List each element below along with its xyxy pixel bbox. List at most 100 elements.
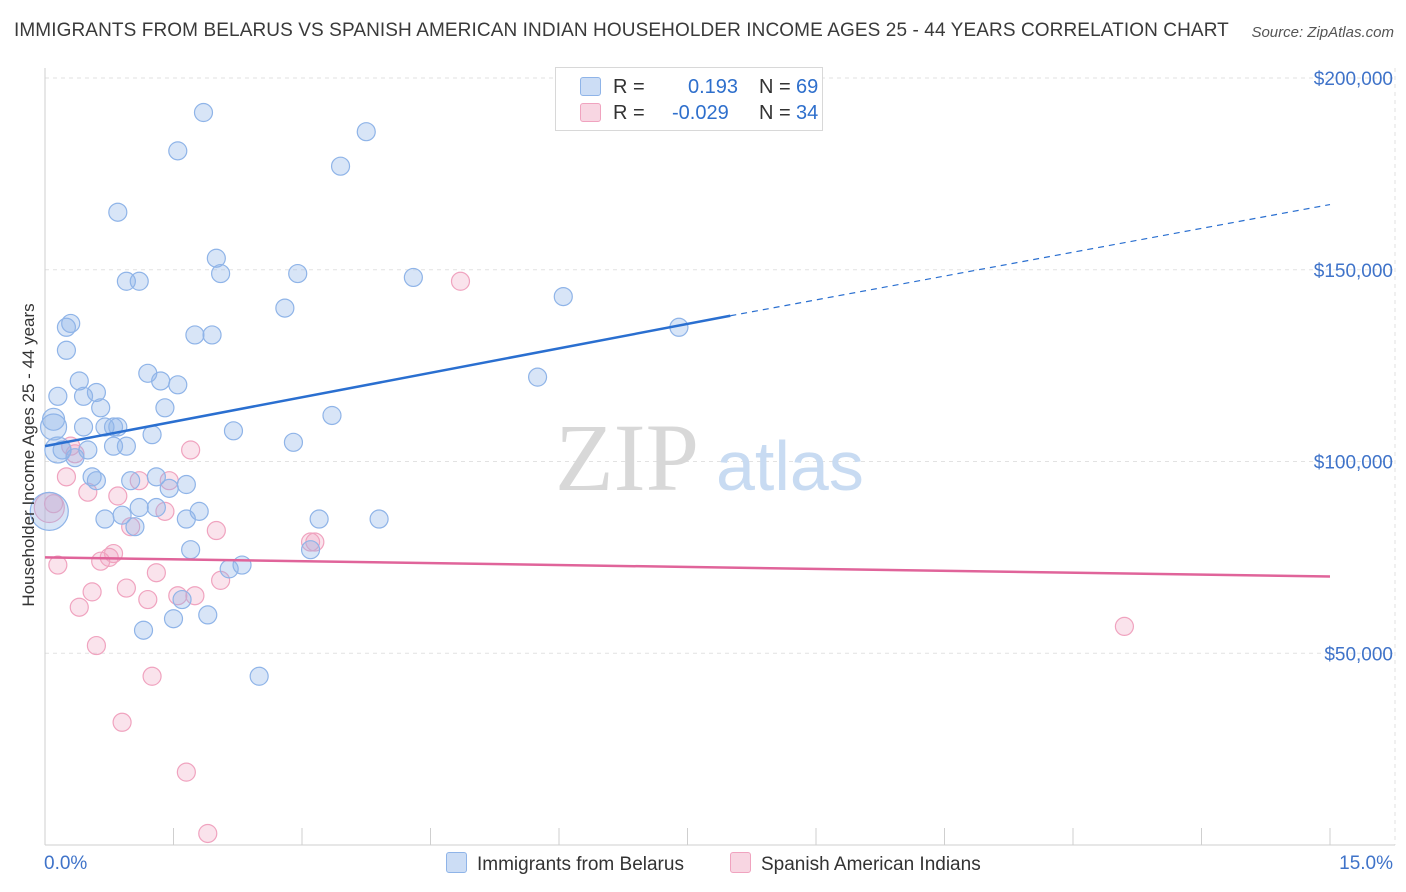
point-belarus [527, 367, 548, 387]
bottom-swatch-pink [730, 852, 751, 873]
point-belarus [309, 509, 329, 529]
point-belarus [283, 432, 304, 452]
watermark: ZIP atlas [555, 404, 864, 511]
point-belarus [129, 271, 149, 291]
point-belarus [73, 386, 94, 406]
point-spanish-american-indian [300, 532, 321, 552]
y-axis-label: Householder Income Ages 25 - 44 years [19, 303, 38, 607]
point-belarus [39, 413, 68, 441]
point-spanish-american-indian [69, 597, 89, 617]
point-belarus [163, 609, 184, 629]
trend-line-belarus [44, 314, 731, 448]
point-belarus [369, 509, 389, 529]
point-belarus [95, 509, 115, 529]
legend-r-value: 0.193 [688, 76, 739, 98]
point-spanish-american-indian [1114, 616, 1135, 637]
legend-swatch-pink [580, 103, 601, 122]
point-spanish-american-indian [103, 543, 124, 564]
point-belarus [78, 440, 98, 460]
trend-lines [44, 203, 1331, 578]
source-credit: Source: ZipAtlas.com [1251, 24, 1394, 41]
point-belarus [129, 497, 149, 518]
point-belarus [172, 589, 192, 610]
trend-line-belarus-extension [730, 203, 1331, 317]
point-spanish-american-indian [450, 271, 471, 291]
point-spanish-american-indian [86, 635, 107, 656]
legend-n-value: 34 [796, 102, 819, 124]
point-spanish-american-indian [108, 486, 128, 506]
watermark-atlas: atlas [716, 427, 864, 505]
point-spanish-american-indian [181, 440, 201, 460]
point-spanish-american-indian [206, 520, 226, 541]
point-belarus [275, 298, 295, 318]
point-belarus [155, 398, 175, 418]
point-belarus [288, 263, 308, 284]
point-belarus [29, 491, 69, 531]
point-belarus [356, 122, 376, 142]
point-belarus [553, 286, 573, 307]
point-belarus [125, 517, 145, 537]
point-belarus [121, 471, 141, 491]
point-belarus [112, 505, 132, 525]
bottom-legend-label: Immigrants from Belarus [477, 854, 684, 875]
point-spanish-american-indian [142, 666, 162, 686]
point-belarus [61, 313, 81, 334]
point-belarus [116, 436, 136, 456]
bottom-legend-belarus: Immigrants from Belarus [446, 852, 684, 876]
x-tick-label-max: 15.0% [1339, 853, 1393, 874]
point-belarus [168, 141, 188, 161]
bottom-swatch-blue [446, 852, 467, 873]
point-belarus [206, 248, 226, 268]
point-belarus [185, 325, 205, 345]
point-belarus [249, 666, 269, 686]
point-belarus [403, 267, 423, 288]
series-immigrants-from-belarus [29, 102, 689, 686]
point-belarus [330, 156, 351, 176]
point-spanish-american-indian [146, 563, 166, 583]
chart-title: IMMIGRANTS FROM BELARUS VS SPANISH AMERI… [14, 20, 1229, 41]
legend-r-value: -0.029 [672, 102, 729, 124]
point-belarus [108, 202, 128, 222]
y-tick-label: $200,000 [1314, 69, 1393, 90]
point-spanish-american-indian [185, 586, 205, 606]
legend-n-label: N = [759, 102, 791, 124]
y-tick-label: $50,000 [1324, 644, 1393, 665]
point-belarus [211, 263, 231, 284]
point-belarus [146, 467, 166, 487]
point-belarus [146, 497, 166, 518]
y-tick-label: $150,000 [1314, 261, 1393, 282]
x-tick-label-min: 0.0% [44, 853, 87, 874]
point-spanish-american-indian [56, 467, 77, 487]
point-belarus [69, 371, 89, 391]
point-spanish-american-indian [43, 494, 64, 514]
y-tick-label: $100,000 [1314, 453, 1393, 474]
point-belarus [159, 478, 179, 498]
point-belarus [300, 540, 321, 560]
series-spanish-american-indians [33, 271, 1135, 844]
bottom-legend-spanish: Spanish American Indians [730, 852, 981, 876]
point-spanish-american-indian [116, 578, 136, 598]
point-belarus [41, 407, 66, 431]
legend-swatch-blue [580, 77, 601, 96]
point-belarus [91, 398, 111, 418]
correlation-legend: R = 0.193 N = 69 R = -0.029 N = 34 [555, 67, 823, 131]
point-belarus [86, 382, 107, 403]
point-spanish-american-indian [198, 823, 218, 844]
point-belarus [202, 325, 222, 345]
watermark-zip: ZIP [555, 404, 699, 511]
point-belarus [198, 605, 218, 625]
point-belarus [232, 555, 252, 575]
point-belarus [48, 386, 68, 406]
point-spanish-american-indian [82, 582, 102, 602]
point-spanish-american-indian [138, 589, 158, 610]
point-belarus [223, 421, 244, 441]
axes [44, 68, 1395, 846]
legend-r-label: R = [613, 102, 645, 124]
point-belarus [193, 102, 214, 123]
point-belarus [181, 540, 201, 560]
point-spanish-american-indian [176, 762, 196, 782]
point-belarus [56, 340, 77, 360]
bottom-legend-label: Spanish American Indians [761, 854, 981, 875]
point-spanish-american-indian [48, 555, 68, 575]
